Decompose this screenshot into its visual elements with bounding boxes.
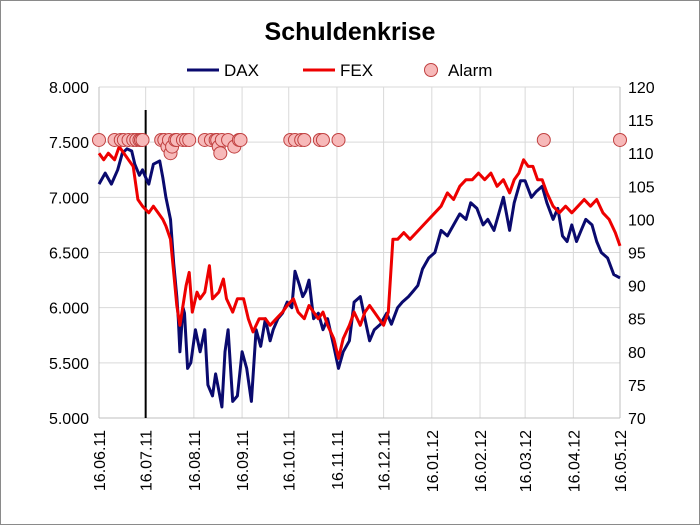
y-left-tick-label: 5.000: [49, 411, 89, 428]
legend: DAX FEX Alarm: [187, 61, 492, 80]
y-right-tick-label: 100: [628, 212, 655, 229]
x-tick-label: 16.10.11: [282, 430, 299, 491]
alarm-marker: [297, 132, 312, 147]
alarm-marker: [613, 132, 627, 147]
x-tick-label: 16.06.11: [92, 430, 109, 491]
legend-label-dax: DAX: [224, 61, 259, 80]
y-right-tick-label: 80: [628, 345, 646, 362]
x-tick-label: 16.09.11: [235, 430, 252, 491]
y-right-tick-label: 70: [628, 411, 646, 428]
x-tick-label: 16.01.12: [425, 430, 442, 492]
x-tick-label: 16.03.12: [518, 430, 535, 492]
x-tick-label: 16.02.12: [473, 430, 490, 492]
alarm-marker: [135, 132, 150, 147]
y-right-tick-label: 85: [628, 312, 646, 329]
y-left-tick-label: 7.500: [49, 135, 89, 152]
x-tick-label: 16.11.11: [330, 430, 347, 490]
series-line-dax: [97, 147, 621, 409]
series: [92, 110, 627, 418]
alarm-marker: [331, 132, 346, 147]
alarm-marker: [536, 132, 551, 147]
alarm-marker: [213, 146, 228, 161]
x-tick-label: 16.08.11: [187, 430, 204, 491]
y-right-tick-label: 110: [628, 146, 654, 163]
x-tick-label: 16.04.12: [566, 430, 583, 492]
y-right-tick-label: 115: [628, 113, 654, 130]
alarm-marker: [315, 132, 330, 147]
alarm-marker: [92, 132, 106, 147]
chart-title: Schuldenkrise: [265, 18, 436, 46]
alarm-marker: [233, 132, 248, 147]
series-line-fex: [97, 145, 622, 360]
y-left-tick-label: 7.000: [49, 190, 89, 207]
x-tick-label: 16.05.12: [613, 430, 630, 492]
y-left-tick-label: 8.000: [49, 80, 89, 97]
y-right-tick-label: 90: [628, 279, 646, 296]
x-tick-label: 16.07.11: [139, 430, 156, 491]
y-left-tick-label: 5.500: [49, 356, 89, 373]
legend-label-fex: FEX: [340, 61, 373, 80]
y-right-tick-label: 75: [628, 378, 646, 395]
y-right-tick-label: 120: [628, 80, 655, 97]
legend-swatch-alarm: [424, 63, 438, 77]
y-left-tick-label: 6.000: [49, 301, 89, 318]
legend-label-alarm: Alarm: [448, 61, 492, 80]
y-right-tick-label: 95: [628, 246, 646, 263]
x-tick-label: 16.12.11: [377, 430, 394, 491]
alarm-marker: [182, 132, 197, 147]
y-right-tick-label: 105: [628, 179, 655, 196]
y-left-tick-label: 6.500: [49, 246, 89, 263]
